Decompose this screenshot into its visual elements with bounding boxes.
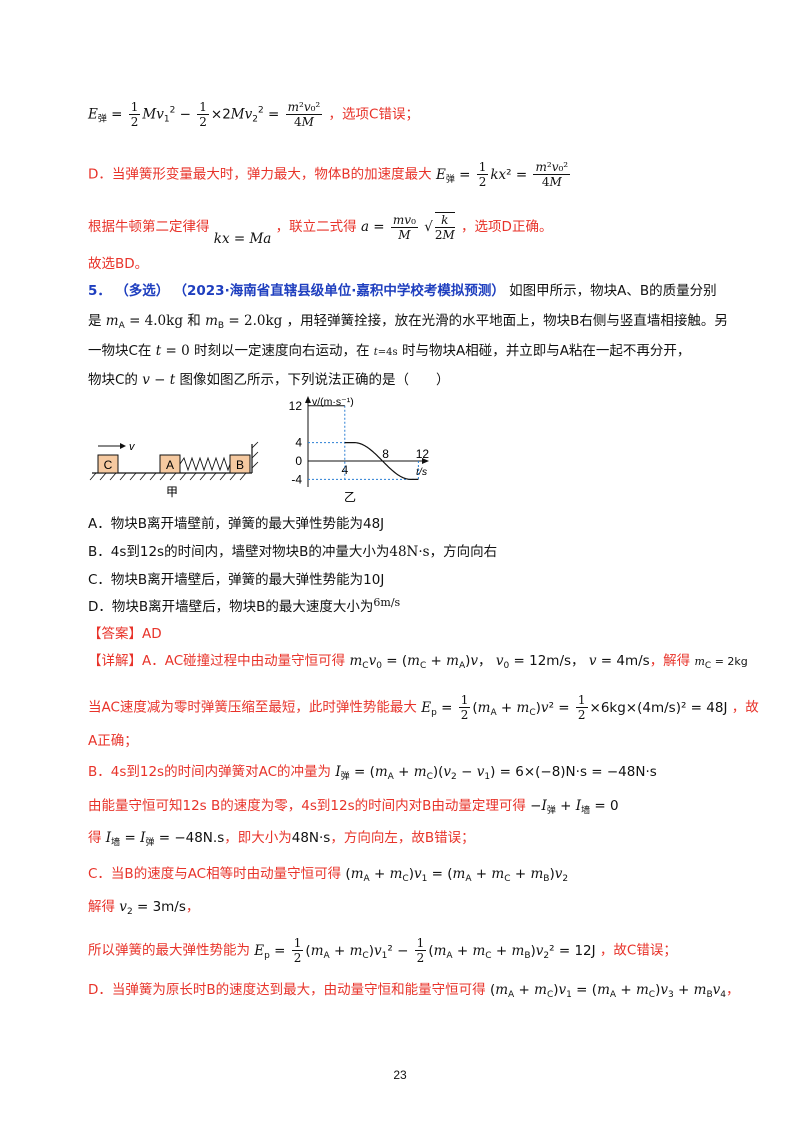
figure-jia: C v A B 甲 — [89, 441, 259, 499]
option-b: B．4s到12s的时间内，墙壁对物块B的冲量大小为 — [88, 544, 390, 560]
detail-a2-text: 当AC速度减为零时弹簧压缩至最短，此时弹性势能最大 — [88, 699, 417, 716]
newton-mid: ，联立二式得 — [275, 219, 357, 235]
detail-c2-text: 解得 — [88, 899, 115, 915]
newton-law-line: 根据牛顿第二定律得 kx = Ma ，联立二式得 a = mv₀ M √ k 2M ，… — [88, 212, 553, 247]
option-b-value: 48N·s — [389, 544, 430, 560]
option-d: D．物块B离开墙壁后，物块B的最大速度大小为 — [88, 599, 374, 615]
detail-b3-text: 得 — [88, 830, 102, 846]
detail-a-text: A．AC碰撞过程中由动量守恒可得 — [142, 653, 346, 669]
page-number: 23 — [393, 1068, 407, 1082]
detail-b-text: B．4s到12s的时间内弹簧对AC的冲量为 — [88, 764, 332, 780]
newton-intro: 根据牛顿第二定律得 — [88, 219, 210, 235]
problem-source: （2023·海南省直辖县级单位·嘉积中学校考模拟预测） — [173, 283, 505, 299]
x-axis-arrow-icon — [422, 458, 429, 464]
vt-curve — [344, 442, 419, 480]
x-tick-label: 8 — [382, 447, 389, 461]
problem-5-stem-line-3: 一物块C在 t = 0 时刻以一定速度向右运动，在 t=4s 时与物块A相碰，并… — [88, 343, 691, 359]
option-d-analysis: D．当弹簧形变量最大时，弹力最大，物体B的加速度最大 E弹 = 1 2 kx² = … — [88, 160, 571, 189]
detail-b-line: B．4s到12s的时间内弹簧对AC的冲量为 I弹 = (mA + mC)(v2 … — [88, 764, 657, 782]
y-tick-label: 0 — [295, 454, 302, 468]
detail-c3-line: 所以弹簧的最大弹性势能为 Ep = 1 2 (mA + mC)v1² − 1 2 (mA… — [88, 936, 677, 965]
y-axis-label: v/(m·s⁻¹) — [312, 396, 354, 408]
option-d-intro: D．当弹簧形变量最大时，弹力最大，物体B的加速度最大 — [88, 166, 432, 183]
detail-c3-text: 所以弹簧的最大弹性势能为 — [88, 942, 250, 959]
block-b-label: B — [236, 458, 244, 472]
detail-a2-line: 当AC速度减为零时弹簧压缩至最短，此时弹性势能最大 Ep = 1 2 (mA + m… — [88, 693, 759, 722]
velocity-arrow-icon — [120, 443, 126, 449]
choose-bd: 故选BD。 — [88, 256, 149, 272]
detail-b3-line: 得 I墙 = I弹 = −48N.s，即大小为48N·s，方向向左，故B错误； — [88, 830, 475, 848]
detail-a-line: 【详解】A．AC碰撞过程中由动量守恒可得 mCv0 = (mC + mA)v， … — [88, 653, 748, 671]
x-tick-label: 12 — [416, 447, 430, 461]
stem-2b: 和 — [187, 313, 201, 329]
detail-b3-mid: ，即大小为 — [224, 830, 292, 846]
mass-a: m — [105, 313, 119, 329]
detail-a2-tail: ，故 — [731, 699, 759, 716]
block-c-label: C — [104, 458, 113, 472]
detail-b2-line: 由能量守恒可知12s B的速度为零，4s到12s的时间内对B由动量定理可得 −I… — [88, 798, 619, 816]
problem-number: 5． — [88, 283, 111, 299]
detail-c-text: C．当B的速度与AC相等时由动量守恒可得 — [88, 866, 342, 882]
y-tick-label: -4 — [291, 472, 302, 486]
option-a: A．物块B离开墙壁前，弹簧的最大弹性势能为48J — [88, 516, 385, 532]
detail-a-given: ，解得 — [649, 653, 691, 669]
velocity-label: v — [129, 441, 136, 453]
block-c — [97, 454, 119, 474]
option-c: C．物块B离开墙壁后，弹簧的最大弹性势能为10J — [88, 572, 385, 588]
y-axis-arrow-icon — [305, 396, 311, 403]
problem-5-stem-line-4: 物块C的 v − t 图像如图乙所示，下列说法正确的是（ ） — [88, 372, 450, 388]
option-d-value: 6m/s — [373, 596, 401, 609]
stem-2a: 是 — [88, 313, 102, 329]
option-b-line: B．4s到12s的时间内，墙壁对物块B的冲量大小为48N·s，方向向右 — [88, 542, 497, 562]
detail-d-text: D．当弹簧为原长时B的速度达到最大，由动量守恒和能量守恒可得 — [88, 982, 486, 998]
stem-3a: 一物块C在 — [88, 343, 152, 359]
detail-d-line: D．当弹簧为原长时B的速度达到最大，由动量守恒和能量守恒可得 (mA + mC)… — [88, 982, 740, 1000]
detail-c3-tail: ，故C错误； — [599, 942, 677, 959]
detail-label: 【详解】 — [88, 653, 142, 669]
mass-b: m — [205, 313, 218, 329]
stem-4a: 物块C的 — [88, 372, 138, 388]
x-axis-label: t/s — [416, 466, 428, 478]
stem-4b: 图像如图乙所示，下列说法正确的是（ ） — [179, 372, 450, 388]
detail-c2-line: 解得 v2 = 3m/s， — [88, 899, 200, 917]
stem-3b: 时刻以一定速度向右运动，在 — [193, 343, 370, 359]
y-tick-label: 12 — [289, 399, 303, 413]
detail-a3: A正确； — [88, 733, 138, 749]
y-tick-label: 4 — [295, 436, 302, 450]
problem-5-stem-line-2: 是 mA = 4.0kg 和 mB = 2.0kg ，用轻弹簧拴接，放在光滑的水… — [88, 313, 728, 331]
stem-1: 如图甲所示，物块A、B的质量分别 — [509, 283, 717, 299]
option-d-line: D．物块B离开墙壁后，物块B的最大速度大小为6m/s — [88, 596, 401, 618]
figure-yi-label: 乙 — [344, 490, 356, 504]
stem-2c: ，用轻弹簧拴接，放在光滑的水平地面上，物块B右侧与竖直墙相接触。另 — [286, 313, 728, 329]
option-b-tail: ，方向向右 — [429, 544, 498, 560]
spring — [179, 456, 231, 472]
figure-jia-label: 甲 — [166, 485, 178, 499]
detail-b3-tail: ，方向向左，故B错误； — [330, 830, 475, 846]
block-a-label: A — [166, 458, 174, 472]
problem-tag: （多选） — [115, 283, 170, 299]
stem-3c: 时与物块A相碰，并立即与A粘在一起不再分开， — [401, 343, 691, 359]
detail-b2-text: 由能量守恒可知12s B的速度为零，4s到12s的时间内对B由动量定理可得 — [88, 798, 526, 814]
newton-tail: ，选项D正确。 — [461, 219, 553, 235]
answer-label: 【答案】AD — [88, 626, 162, 642]
block-b — [229, 454, 251, 474]
problem-5-stem-line-1: 5． （多选） （2023·海南省直辖县级单位·嘉积中学校考模拟预测） 如图甲所… — [88, 281, 717, 301]
detail-c-line: C．当B的速度与AC相等时由动量守恒可得 (mA + mC)v1 = (mA +… — [88, 866, 569, 884]
option-c-conclusion: ，选项C错误； — [328, 106, 419, 123]
energy-equation-line: E弹 = 1 2 Mv12 − 1 2 ×2Mv22 = m²v₀² 4M ，选项C错误； — [88, 100, 419, 129]
